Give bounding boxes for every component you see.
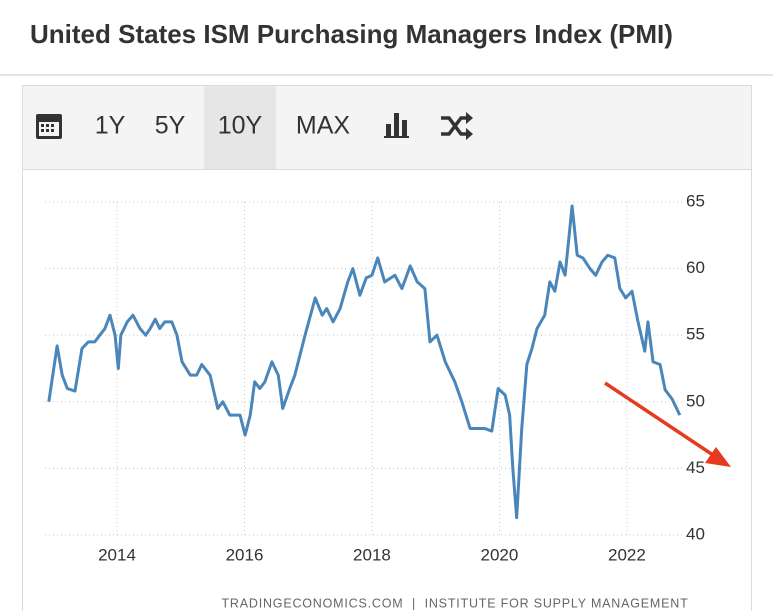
compare-button[interactable] xyxy=(441,112,473,140)
calendar-button[interactable] xyxy=(36,114,62,139)
y-tick-label: 55 xyxy=(686,325,705,344)
range-button[interactable]: 1Y xyxy=(95,112,126,140)
red-arrow xyxy=(604,381,731,467)
y-tick-label: 60 xyxy=(686,258,705,277)
x-tick-label: 2018 xyxy=(353,545,391,564)
bar-icon-base xyxy=(384,136,409,138)
bar-icon xyxy=(386,124,391,137)
x-tick-label: 2014 xyxy=(98,545,136,564)
header-divider xyxy=(0,74,773,76)
x-tick-label: 2020 xyxy=(481,545,519,564)
chart-panel xyxy=(22,85,752,611)
range-button[interactable]: MAX xyxy=(296,112,351,140)
bar-icon xyxy=(402,120,407,137)
range-button-label: 10Y xyxy=(218,112,263,140)
bar-icon xyxy=(394,113,399,137)
chart-type-button[interactable] xyxy=(384,113,409,138)
y-tick-label: 45 xyxy=(686,458,705,477)
range-button[interactable]: 5Y xyxy=(155,112,186,140)
x-tick-label: 2022 xyxy=(608,545,646,564)
toolbar-buttons: 1Y 5Y 10Y MAX xyxy=(95,86,351,169)
active-highlight xyxy=(204,86,276,169)
range-button[interactable]: 10Y xyxy=(204,86,276,169)
source-note: TRADINGECONOMICS.COM | INSTITUTE FOR SUP… xyxy=(221,596,688,610)
range-button-label: 5Y xyxy=(155,112,186,140)
pmi-line xyxy=(47,204,682,520)
shuffle-icon-heads xyxy=(466,112,473,140)
x-tick-label: 2016 xyxy=(226,545,264,564)
arrow-shaft xyxy=(604,381,714,457)
plot: 40 45 50 55 60 65 2014 2016 2018 2020 2022 xyxy=(45,191,705,564)
y-tick-label: 65 xyxy=(686,191,705,210)
page-title: United States ISM Purchasing Managers In… xyxy=(30,19,673,49)
arrow-head xyxy=(705,447,731,467)
range-button-label: 1Y xyxy=(95,112,126,140)
y-tick-label: 40 xyxy=(686,524,705,543)
range-button-label: MAX xyxy=(296,112,351,140)
y-tick-label: 50 xyxy=(686,391,705,410)
calendar-icon-days xyxy=(41,124,54,132)
shuffle-icon xyxy=(441,116,467,136)
